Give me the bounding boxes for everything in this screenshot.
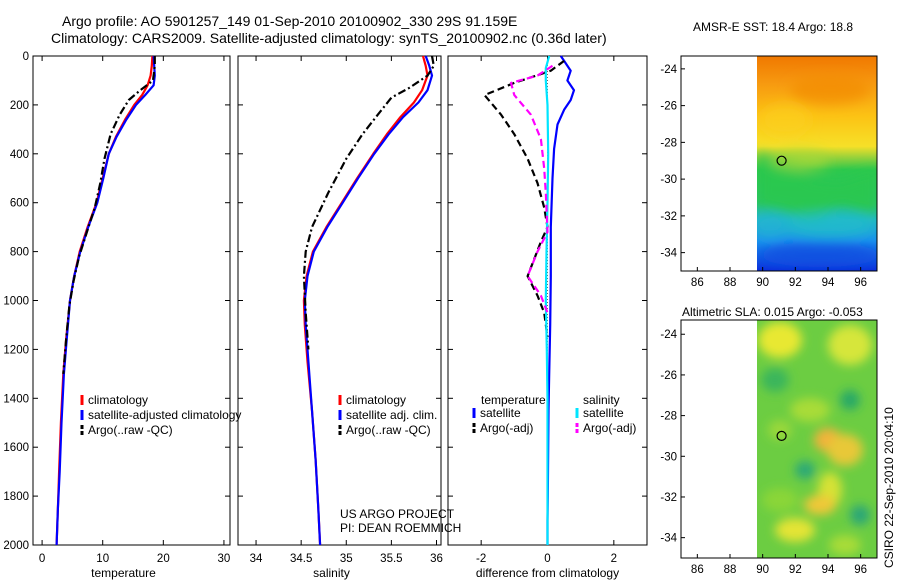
figure-title-line1: Argo profile: AO 5901257_149 01-Sep-2010… xyxy=(62,13,517,29)
sla-xtick-label: 96 xyxy=(854,564,867,576)
salinity-0-legend-label: climatology xyxy=(346,393,406,407)
csiro-timestamp: CSIRO 22-Sep-2010 20:04:10 xyxy=(882,407,896,568)
sst-map-frame xyxy=(680,55,878,272)
sst-xtick-label: 92 xyxy=(789,277,802,289)
salinity-panel: 34 34.5 35 35.5 36 salinity climatologysatelli… xyxy=(237,55,443,580)
temperature-xtick-label: 20 xyxy=(157,553,170,565)
temperature-1-legend-label: satellite-adjusted climatology xyxy=(88,408,241,422)
salinity-xtick-label: 34 xyxy=(250,553,263,565)
difference-legend-temperature-title: temperature xyxy=(481,393,546,407)
difference-series-temperature-satellite xyxy=(546,55,576,545)
salinity-axes-frame xyxy=(237,55,442,546)
sst-xtick-label: 96 xyxy=(854,277,867,289)
salinity-xtick-label: 34.5 xyxy=(290,553,312,565)
sla-xtick-label: 90 xyxy=(756,564,769,576)
depth-tick-label: 400 xyxy=(10,149,29,161)
sst-xtick-label: 88 xyxy=(724,277,737,289)
salinity-series-satellite-adj-clim- xyxy=(303,55,434,546)
difference-series-salinity-argo-adj- xyxy=(509,64,554,314)
sst-ytick-label: -32 xyxy=(660,211,677,223)
sst-xtick-label: 94 xyxy=(822,277,835,289)
sst-argo-location-marker xyxy=(776,155,787,166)
sla-ytick-label: -30 xyxy=(660,451,677,463)
sla-ytick-label: -32 xyxy=(660,492,677,504)
sst-ytick-label: -30 xyxy=(660,174,677,186)
sst-ytick-label: -26 xyxy=(660,101,677,113)
sst-xtick-label: 86 xyxy=(691,277,704,289)
temperature-0-legend-label: climatology xyxy=(88,393,148,407)
salinity-series-argo-raw-qc- xyxy=(302,55,435,350)
difference-legend-salinity-title: salinity xyxy=(583,393,620,407)
sla-xtick-label: 88 xyxy=(724,564,737,576)
diff-temp-sat-legend-label: satellite xyxy=(480,406,521,420)
sla-heatmap xyxy=(757,320,877,558)
salinity-xtick-label: 35.5 xyxy=(380,553,402,565)
sst-heatmap xyxy=(757,56,877,271)
salinity-xlabel: salinity xyxy=(313,566,350,580)
temperature-xtick-label: 10 xyxy=(96,553,109,565)
temperature-series-satellite-adjusted-climatology xyxy=(55,55,156,546)
sst-map-title: AMSR-E SST: 18.4 Argo: 18.8 xyxy=(693,20,853,34)
depth-tick-label: 1800 xyxy=(3,491,29,503)
diff-sal-sat-legend-label: satellite xyxy=(583,406,624,420)
depth-tick-label: 200 xyxy=(10,100,29,112)
depth-tick-label: 1200 xyxy=(3,344,29,356)
temperature-axes-frame xyxy=(32,55,231,546)
salinity-2-legend-label: Argo(..raw -QC) xyxy=(346,423,431,437)
salinity-series-climatology xyxy=(302,55,429,546)
sst-map: 86 88 90 92 94 96 -24 -26 -28 -30 -32 -34 xyxy=(660,55,878,289)
temperature-2-legend-label: Argo(..raw -QC) xyxy=(88,423,173,437)
temperature-xtick-label: 30 xyxy=(218,553,231,565)
difference-series-salinity-satellite xyxy=(544,55,551,545)
sla-map: 86 88 90 92 94 96 -24 -26 -28 -30 -32 -34 xyxy=(660,319,878,576)
diff-sal-argo-legend-label: Argo(-adj) xyxy=(583,421,636,435)
sst-ytick-label: -24 xyxy=(660,64,677,76)
salinity-xtick-label: 35 xyxy=(340,553,353,565)
sla-xtick-label: 86 xyxy=(691,564,704,576)
sla-map-frame xyxy=(680,319,878,559)
credit-pi: PI: DEAN ROEMMICH xyxy=(340,521,461,535)
difference-xtick-label: 2 xyxy=(611,553,617,565)
temperature-panel: 0 10 20 30 temperature 0 200 400 600 800 1000 1200 1… xyxy=(3,51,241,580)
depth-tick-label: 2000 xyxy=(3,540,29,552)
credit-project: US ARGO PROJECT xyxy=(340,507,455,521)
salinity-xtick-label: 36 xyxy=(430,553,443,565)
sla-ytick-label: -34 xyxy=(660,533,677,545)
difference-xtick-label: 0 xyxy=(544,553,550,565)
sla-xtick-label: 94 xyxy=(822,564,835,576)
depth-tick-label: 0 xyxy=(23,51,29,63)
sst-ytick-label: -34 xyxy=(660,248,677,260)
temperature-xtick-label: 0 xyxy=(39,553,45,565)
sla-map-title: Altimetric SLA: 0.015 Argo: -0.053 xyxy=(682,305,863,319)
sla-argo-location-marker xyxy=(776,430,787,441)
depth-tick-label: 1400 xyxy=(3,393,29,405)
salinity-1-legend-label: satellite adj. clim. xyxy=(346,408,437,422)
temperature-xlabel: temperature xyxy=(91,566,156,580)
sla-ytick-label: -28 xyxy=(660,411,677,423)
depth-tick-label: 1000 xyxy=(3,296,29,308)
figure-title-line2: Climatology: CARS2009. Satellite-adjuste… xyxy=(51,30,607,46)
depth-tick-label: 800 xyxy=(10,247,29,259)
depth-tick-label: 600 xyxy=(10,198,29,210)
sst-ytick-label: -28 xyxy=(660,137,677,149)
difference-series-temperature-argo-adj- xyxy=(483,60,565,338)
temperature-series-argo-raw-qc- xyxy=(62,56,156,374)
sla-ytick-label: -24 xyxy=(660,329,677,341)
difference-xtick-label: -2 xyxy=(476,553,486,565)
difference-xlabel: difference from climatology xyxy=(476,566,619,580)
diff-temp-argo-legend-label: Argo(-adj) xyxy=(480,421,533,435)
sla-xtick-label: 92 xyxy=(789,564,802,576)
depth-tick-label: 1600 xyxy=(3,442,29,454)
sla-ytick-label: -26 xyxy=(660,370,677,382)
sst-xtick-label: 90 xyxy=(756,277,769,289)
